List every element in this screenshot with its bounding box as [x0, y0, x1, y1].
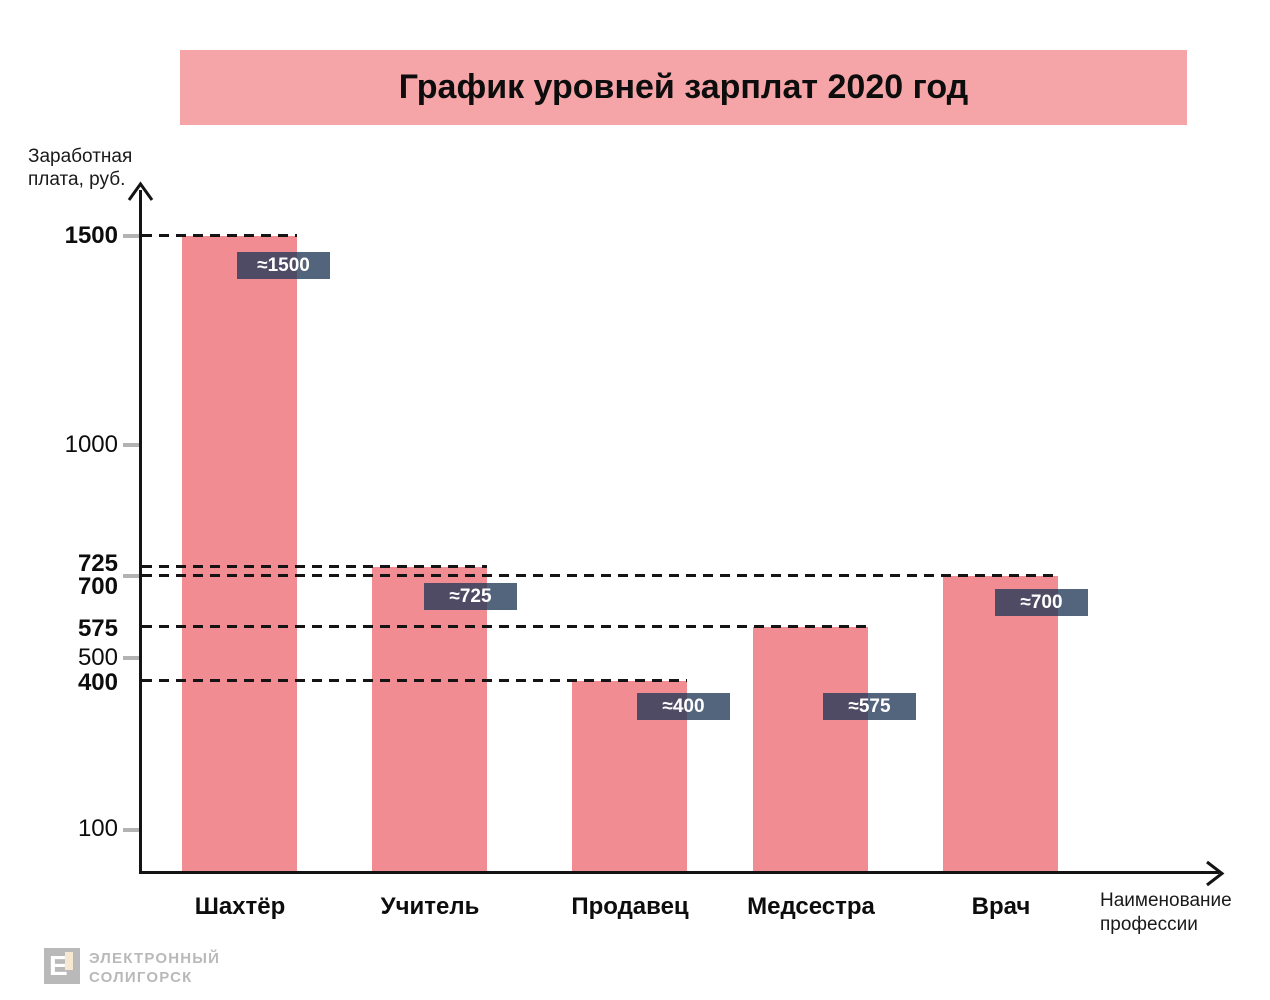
category-label: Врач	[971, 893, 1031, 920]
chart-bar	[943, 576, 1058, 872]
chart-bar	[182, 236, 297, 872]
y-axis-tick-mark	[123, 828, 140, 832]
y-axis-tick-mark	[123, 234, 140, 238]
logo-letter: Е	[49, 950, 68, 981]
y-tick-label: 575	[77, 615, 118, 642]
category-label: Шахтёр	[194, 893, 286, 920]
y-tick-label: 100	[77, 815, 118, 842]
category-label: Учитель	[380, 893, 480, 920]
dashed-leader-line	[142, 574, 1058, 577]
chart-title: График уровней зарплат 2020 год	[398, 68, 969, 106]
y-tick-label: 700	[77, 573, 118, 600]
dashed-leader-line	[142, 679, 687, 682]
electronic-soligorsk-logo-icon: Е	[44, 948, 80, 984]
x-axis-title: Наименование профессии	[1100, 889, 1232, 937]
y-axis-arrow-icon	[127, 181, 154, 201]
logo-accent-bar	[65, 952, 73, 970]
x-axis-title-line1: Наименование	[1100, 890, 1232, 911]
dashed-leader-line	[142, 625, 868, 628]
y-axis-line	[139, 190, 142, 874]
y-axis-title-line1: Заработная	[28, 146, 133, 167]
x-axis-arrow-icon	[1206, 860, 1225, 887]
y-axis-tick-mark	[123, 443, 140, 447]
y-axis-title-line2: плата, руб.	[28, 169, 126, 190]
value-label: ≈700	[995, 589, 1088, 616]
x-axis-title-line2: профессии	[1100, 914, 1198, 935]
watermark-line1: ЭЛЕКТРОННЫЙ	[89, 950, 221, 967]
y-axis-title: Заработная плата, руб.	[28, 145, 132, 191]
y-tick-label: 725	[77, 550, 118, 577]
dashed-leader-line	[142, 565, 487, 568]
watermark-line2: СОЛИГОРСК	[89, 969, 193, 986]
chart-title-banner: График уровней зарплат 2020 год	[180, 50, 1187, 125]
category-label: Медсестра	[747, 893, 875, 920]
y-tick-label: 1000	[64, 431, 118, 458]
dashed-leader-line	[142, 234, 297, 237]
watermark-logo: Е ЭЛЕКТРОННЫЙ СОЛИГОРСК	[44, 948, 220, 987]
y-axis-tick-mark	[123, 574, 140, 578]
category-label: Продавец	[571, 893, 689, 920]
chart-bar	[372, 567, 487, 872]
y-tick-label: 400	[77, 669, 118, 696]
value-label: ≈400	[637, 693, 730, 720]
y-tick-label: 1500	[64, 222, 118, 249]
y-axis-tick-mark	[123, 656, 140, 660]
watermark-text: ЭЛЕКТРОННЫЙ СОЛИГОРСК	[89, 948, 220, 987]
value-label: ≈725	[424, 583, 517, 610]
x-axis-line	[139, 871, 1219, 874]
value-label: ≈1500	[237, 252, 330, 279]
y-tick-label: 500	[77, 644, 118, 671]
chart-bar	[753, 627, 868, 872]
value-label: ≈575	[823, 693, 916, 720]
